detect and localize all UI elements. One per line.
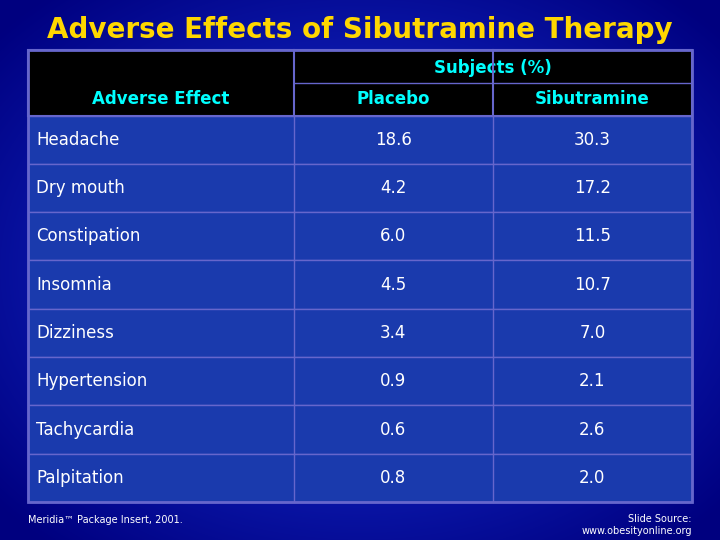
Text: Headache: Headache (36, 131, 120, 149)
Text: 4.2: 4.2 (380, 179, 406, 197)
Text: 17.2: 17.2 (574, 179, 611, 197)
Bar (28, 309, 692, 357)
Text: 30.3: 30.3 (574, 131, 611, 149)
Text: 11.5: 11.5 (574, 227, 611, 245)
Text: Slide Source:
www.obesityonline.org: Slide Source: www.obesityonline.org (582, 514, 692, 536)
Text: Dizziness: Dizziness (36, 324, 114, 342)
Bar (28, 50, 692, 116)
Text: Insomnia: Insomnia (36, 275, 112, 294)
Bar (28, 406, 692, 454)
Text: 0.6: 0.6 (380, 421, 406, 438)
Text: 6.0: 6.0 (380, 227, 406, 245)
Text: Tachycardia: Tachycardia (36, 421, 134, 438)
Text: 3.4: 3.4 (380, 324, 406, 342)
Text: 2.0: 2.0 (579, 469, 606, 487)
Bar (28, 212, 692, 260)
Text: 18.6: 18.6 (375, 131, 412, 149)
Bar (28, 260, 692, 309)
Text: Adverse Effect: Adverse Effect (92, 90, 230, 108)
Text: Sibutramine: Sibutramine (535, 90, 649, 108)
Bar (28, 164, 692, 212)
Text: Subjects (%): Subjects (%) (434, 59, 552, 77)
Text: Adverse Effects of Sibutramine Therapy: Adverse Effects of Sibutramine Therapy (48, 16, 672, 44)
Text: Constipation: Constipation (36, 227, 140, 245)
Text: Palpitation: Palpitation (36, 469, 124, 487)
Bar (28, 454, 692, 502)
Bar (28, 50, 692, 502)
Text: Dry mouth: Dry mouth (36, 179, 125, 197)
Text: 0.9: 0.9 (380, 372, 406, 390)
Text: Hypertension: Hypertension (36, 372, 148, 390)
Text: Placebo: Placebo (356, 90, 430, 108)
Text: 10.7: 10.7 (574, 275, 611, 294)
Text: Meridia™ Package Insert, 2001.: Meridia™ Package Insert, 2001. (28, 515, 183, 525)
Text: 2.1: 2.1 (579, 372, 606, 390)
Text: 7.0: 7.0 (580, 324, 606, 342)
Text: 0.8: 0.8 (380, 469, 406, 487)
Text: 4.5: 4.5 (380, 275, 406, 294)
Bar (28, 116, 692, 164)
Text: 2.6: 2.6 (579, 421, 606, 438)
Bar (28, 357, 692, 406)
